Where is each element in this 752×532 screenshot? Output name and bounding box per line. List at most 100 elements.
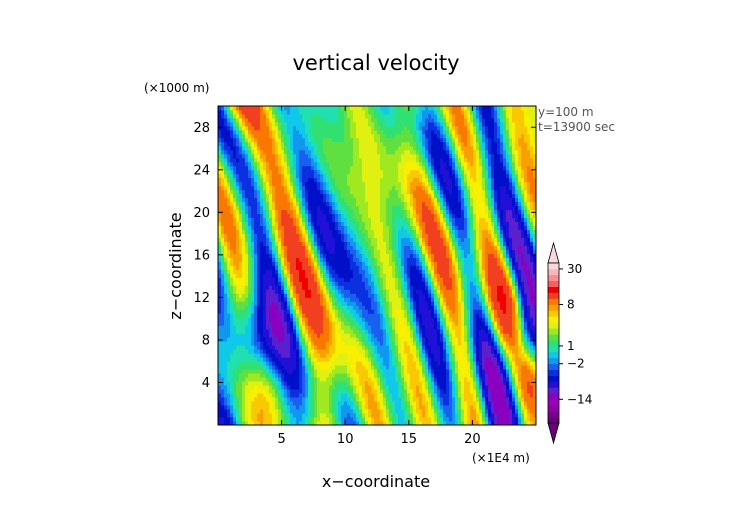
field-cell — [401, 333, 405, 338]
field-cell — [452, 381, 456, 386]
field-cell — [515, 293, 519, 298]
field-cell — [374, 373, 378, 378]
field-cell — [527, 261, 531, 266]
field-cell — [344, 309, 348, 314]
field-cell — [461, 393, 465, 398]
field-cell — [506, 325, 510, 330]
field-cell — [416, 389, 420, 394]
field-cell — [515, 393, 519, 398]
field-cell — [476, 417, 480, 422]
field-cell — [467, 329, 471, 334]
field-cell — [515, 273, 519, 278]
field-cell — [506, 365, 510, 370]
field-cell — [305, 289, 309, 294]
field-cell — [413, 309, 417, 314]
field-cell — [341, 297, 345, 302]
field-cell — [377, 241, 381, 246]
field-cell — [383, 337, 387, 342]
field-cell — [485, 361, 489, 366]
field-cell — [260, 353, 264, 358]
field-cell — [509, 413, 513, 418]
field-cell — [269, 317, 273, 322]
field-cell — [278, 381, 282, 386]
field-cell — [452, 413, 456, 418]
field-cell — [311, 249, 315, 254]
field-cell — [467, 353, 471, 358]
field-cell — [512, 237, 516, 242]
field-cell — [344, 329, 348, 334]
field-cell — [425, 369, 429, 374]
field-cell — [416, 245, 420, 250]
field-cell — [260, 281, 264, 286]
field-cell — [416, 289, 420, 294]
field-cell — [260, 349, 264, 354]
field-cell — [407, 409, 411, 414]
field-cell — [311, 405, 315, 410]
field-cell — [347, 337, 351, 342]
field-cell — [500, 373, 504, 378]
field-cell — [407, 377, 411, 382]
field-cell — [326, 361, 330, 366]
field-cell — [377, 313, 381, 318]
field-cell — [311, 413, 315, 418]
field-cell — [242, 361, 246, 366]
field-cell — [275, 313, 279, 318]
field-cell — [419, 261, 423, 266]
field-cell — [338, 313, 342, 318]
field-cell — [470, 325, 474, 330]
field-cell — [350, 273, 354, 278]
field-cell — [374, 329, 378, 334]
field-cell — [347, 285, 351, 290]
field-cell — [386, 345, 390, 350]
field-cell — [488, 265, 492, 270]
field-cell — [350, 413, 354, 418]
field-cell — [242, 261, 246, 266]
field-cell — [494, 273, 498, 278]
field-cell — [386, 273, 390, 278]
field-cell — [329, 289, 333, 294]
field-cell — [425, 401, 429, 406]
field-cell — [389, 281, 393, 286]
field-cell — [467, 349, 471, 354]
field-cell — [377, 285, 381, 290]
field-cell — [368, 401, 372, 406]
field-cell — [341, 381, 345, 386]
field-cell — [350, 393, 354, 398]
field-cell — [263, 381, 267, 386]
field-cell — [374, 413, 378, 418]
field-cell — [374, 265, 378, 270]
field-cell — [446, 385, 450, 390]
field-cell — [443, 421, 447, 425]
field-cell — [239, 385, 243, 390]
field-cell — [239, 241, 243, 246]
field-cell — [359, 329, 363, 334]
field-cell — [263, 345, 267, 350]
field-cell — [437, 361, 441, 366]
field-cell — [419, 413, 423, 418]
field-cell — [335, 237, 339, 242]
field-cell — [422, 345, 426, 350]
field-cell — [377, 421, 381, 425]
field-cell — [482, 281, 486, 286]
field-cell — [506, 353, 510, 358]
field-cell — [473, 377, 477, 382]
field-cell — [236, 345, 240, 350]
field-cell — [317, 265, 321, 270]
field-cell — [530, 297, 534, 302]
field-cell — [347, 301, 351, 306]
field-cell — [410, 361, 414, 366]
field-cell — [296, 345, 300, 350]
field-cell — [494, 421, 498, 425]
field-cell — [329, 393, 333, 398]
field-cell — [521, 241, 525, 246]
field-cell — [350, 397, 354, 402]
field-cell — [263, 361, 267, 366]
field-cell — [440, 297, 444, 302]
field-cell — [359, 265, 363, 270]
field-cell — [416, 253, 420, 258]
field-cell — [287, 265, 291, 270]
field-cell — [317, 313, 321, 318]
field-cell — [389, 365, 393, 370]
field-cell — [467, 305, 471, 310]
field-cell — [332, 325, 336, 330]
